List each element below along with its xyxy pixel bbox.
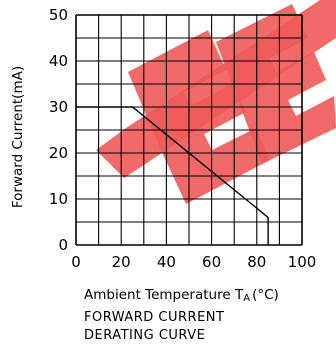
y-tick-label: 40 [49,52,68,70]
series-layer [76,106,269,245]
series-line-0 [76,106,269,245]
x-tick-label: 100 [288,253,317,271]
y-tick-label: 30 [49,98,68,116]
x-tick-label: 0 [71,253,81,271]
x-axis-label-unit: (°C) [252,287,279,303]
y-tick-label: 50 [49,6,68,24]
y-tick-label: 10 [49,190,68,208]
y-axis-label: Forward Current(mA) [10,66,26,208]
x-tick-label: 60 [202,253,221,271]
y-tick-label: 20 [49,144,68,162]
x-tick-label: 20 [112,253,131,271]
x-axis-label-main: Ambient Temperature T [84,287,244,303]
chart-grid [75,14,303,246]
x-axis-label: Ambient Temperature TA (°C) [84,287,279,304]
x-tick-label: 40 [157,253,176,271]
x-tick-labels: 0 20 40 60 80 100 [71,253,316,271]
x-tick-label: 80 [247,253,266,271]
caption-line-2: DERATING CURVE [84,328,205,343]
caption-line-1: FORWARD CURRENT [84,310,224,325]
watermark-logo [96,0,336,204]
x-axis-label-subscript: A [243,293,250,304]
y-tick-labels: 0 10 20 30 40 50 [49,6,68,254]
y-tick-label: 0 [58,236,68,254]
